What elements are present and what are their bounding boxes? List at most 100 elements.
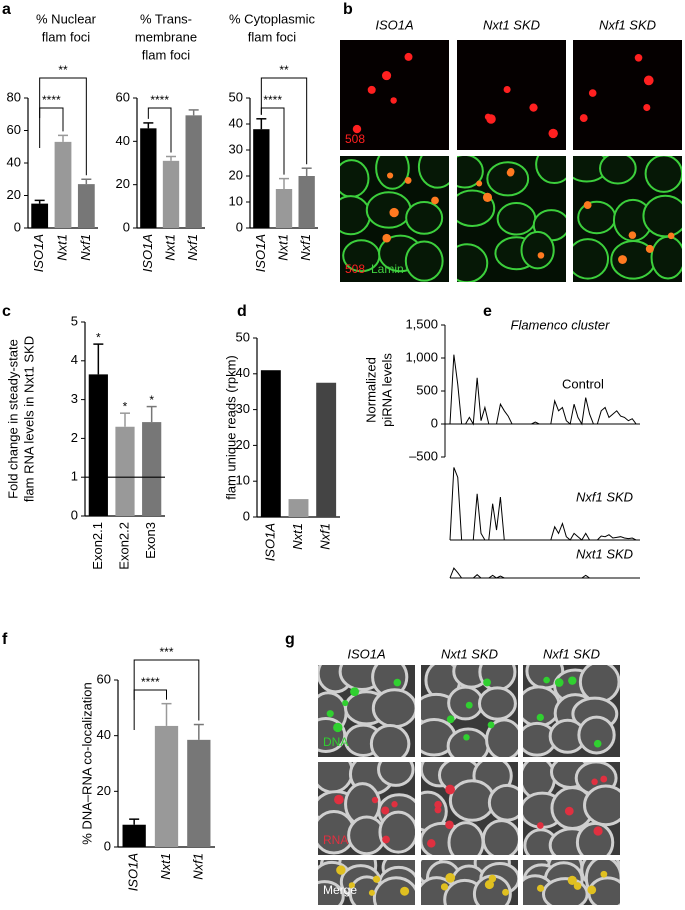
coverage-line: [449, 354, 640, 426]
focus: [389, 207, 399, 218]
bar: [88, 374, 108, 516]
focus: [548, 128, 558, 139]
focus: [579, 114, 588, 122]
y-tick-label: 20: [116, 176, 130, 191]
focus: [573, 882, 582, 890]
y-tick-label: 5: [71, 313, 78, 328]
nucleus: [575, 821, 615, 855]
panel-label: d: [237, 303, 247, 320]
nucleus: [573, 238, 610, 280]
focus: [486, 114, 496, 124]
x-tick-label: ISO1A: [262, 523, 277, 561]
value-label: *: [149, 393, 154, 407]
y-tick-label: 20: [97, 783, 111, 798]
micrograph: [523, 665, 620, 757]
nucleus: [520, 230, 555, 270]
nucleus: [448, 779, 496, 822]
chart-title: flam foci: [142, 47, 191, 62]
focus: [587, 885, 597, 895]
micrograph: [318, 665, 415, 757]
bar: [162, 160, 180, 228]
focus: [588, 89, 597, 97]
focus: [502, 888, 510, 896]
focus: [487, 721, 495, 729]
nucleus: [486, 161, 530, 197]
x-tick-label: ISO1A: [140, 234, 155, 272]
nucleus: [577, 200, 617, 235]
significance-label: **: [58, 63, 68, 77]
focus: [352, 124, 362, 134]
nucleus: [587, 876, 620, 905]
bar: [253, 129, 270, 228]
nucleus: [340, 159, 370, 198]
nucleus: [365, 191, 412, 229]
micrograph-content: [421, 860, 518, 905]
image-background: [457, 40, 566, 150]
x-tick-label: Nxf1: [185, 234, 200, 261]
y-tick-label: 60: [97, 671, 111, 686]
y-tick-label: 20: [7, 187, 21, 202]
y-tick-label: 1,000: [405, 349, 438, 364]
y-tick-label: 40: [236, 365, 250, 380]
bar: [140, 128, 157, 228]
bar: [298, 176, 315, 228]
focus: [434, 806, 442, 814]
bar: [260, 370, 281, 517]
track-label: Nxf1 SKD: [576, 489, 633, 504]
micrograph: [457, 156, 566, 282]
focus: [476, 180, 483, 187]
focus: [445, 820, 454, 830]
channel-label: DNA: [323, 735, 348, 749]
significance-bracket: [133, 689, 167, 730]
y-tick-label: 50: [236, 329, 250, 344]
micrograph-content: [318, 860, 415, 905]
focus: [618, 255, 627, 264]
y-tick-label: 1,500: [405, 316, 438, 331]
x-tick-label: ISO1A: [253, 234, 268, 272]
focus: [446, 715, 455, 724]
focus: [482, 192, 493, 202]
bar: [187, 739, 211, 847]
focus: [348, 882, 355, 889]
x-tick-label: Nxt1: [158, 853, 173, 880]
focus: [386, 172, 394, 179]
focus: [463, 734, 470, 741]
x-tick-label: Nxt1: [290, 523, 305, 550]
micrograph: [573, 156, 682, 282]
nucleus: [457, 243, 489, 282]
nucleus: [404, 240, 444, 282]
focus: [543, 676, 550, 684]
nucleus: [372, 876, 415, 905]
focus: [371, 796, 379, 804]
chart-title: membrane: [135, 29, 197, 44]
focus: [465, 701, 473, 709]
coverage-line: [449, 567, 640, 579]
focus: [488, 874, 497, 883]
nucleus: [378, 810, 415, 854]
focus: [568, 676, 577, 685]
focus: [404, 176, 412, 184]
micrograph-content: [318, 665, 415, 757]
nucleus: [377, 762, 415, 787]
y-tick-label: 4: [71, 352, 78, 367]
panel-label: e: [483, 303, 492, 320]
nucleus: [318, 880, 345, 905]
y-tick-label: 80: [7, 89, 21, 104]
nucleus: [375, 156, 410, 190]
nucleus: [340, 195, 371, 236]
y-tick-label: 0: [104, 838, 111, 853]
micrograph: [421, 860, 518, 905]
x-tick-label: Nxf1: [78, 234, 93, 261]
focus: [445, 872, 456, 883]
focus: [536, 884, 545, 892]
nucleus: [487, 783, 518, 822]
micrograph: [523, 860, 620, 905]
focus: [667, 232, 675, 240]
focus: [600, 870, 608, 878]
micrograph: [421, 762, 518, 855]
focus: [593, 739, 602, 748]
bar: [142, 422, 162, 516]
bar: [54, 141, 72, 228]
significance-label: ****: [141, 675, 160, 689]
